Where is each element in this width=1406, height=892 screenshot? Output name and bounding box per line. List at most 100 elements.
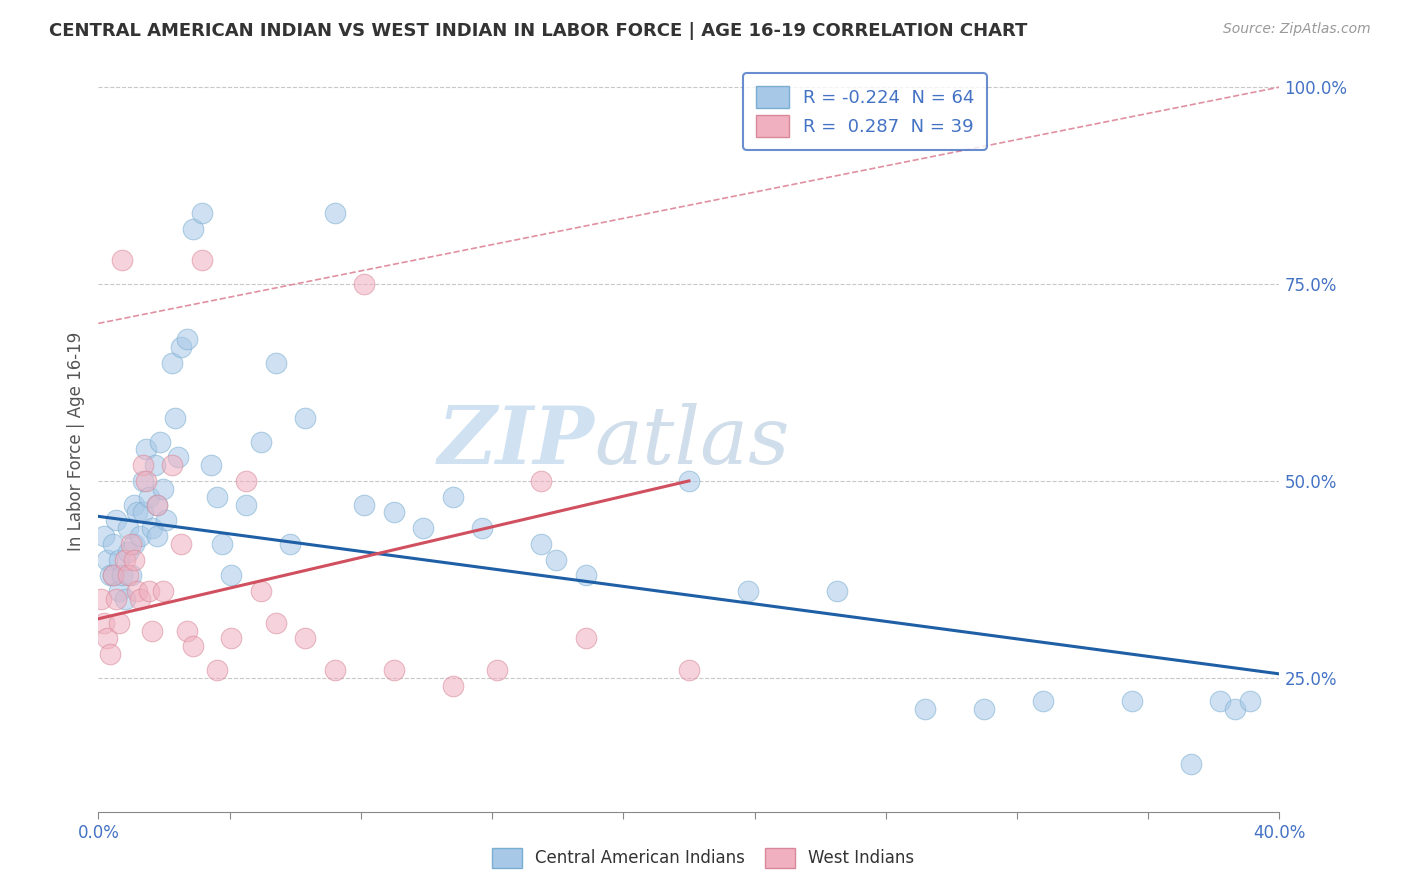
Point [441,490,464,504]
Point [176,624,198,638]
Point [93,615,115,630]
Point [181,640,204,654]
Point [162,356,183,370]
Point [108,615,131,630]
Point [250,434,273,449]
Point [125,584,148,599]
Point [132,458,155,472]
Point [221,632,243,646]
Point [294,411,316,425]
Point [191,253,214,268]
Point [575,568,598,582]
Point [96,552,118,566]
Point [737,584,759,599]
Point [141,521,163,535]
Point [486,663,509,677]
Point [122,552,145,566]
Point [678,663,700,677]
Point [1225,702,1247,716]
Point [530,474,553,488]
Point [152,482,174,496]
Point [221,568,243,582]
Point [235,474,257,488]
Legend: Central American Indians, West Indians: Central American Indians, West Indians [485,841,921,875]
Point [323,663,346,677]
Point [1180,757,1202,772]
Point [141,624,163,638]
Point [93,529,115,543]
Point [530,537,553,551]
Text: atlas: atlas [595,403,790,480]
Point [128,592,150,607]
Point [382,663,405,677]
Point [138,584,160,599]
Point [167,450,190,465]
Point [146,498,169,512]
Point [98,647,121,661]
Point [108,552,131,566]
Point [205,490,228,504]
Point [162,458,183,472]
Point [323,206,346,220]
Point [165,411,187,425]
Point [170,537,193,551]
Point [149,434,172,449]
Point [353,277,375,291]
Y-axis label: In Labor Force | Age 16-19: In Labor Force | Age 16-19 [66,332,84,551]
Point [1032,694,1054,708]
Point [546,552,568,566]
Text: CENTRAL AMERICAN INDIAN VS WEST INDIAN IN LABOR FORCE | AGE 16-19 CORRELATION CH: CENTRAL AMERICAN INDIAN VS WEST INDIAN I… [49,22,1028,40]
Point [176,332,198,346]
Point [152,584,174,599]
Point [114,552,136,566]
Point [105,513,128,527]
Point [1121,694,1143,708]
Point [382,505,405,519]
Point [117,568,139,582]
Point [211,537,233,551]
Point [143,458,166,472]
Point [155,513,177,527]
Point [108,584,131,599]
Point [250,584,273,599]
Point [353,498,375,512]
Point [441,679,464,693]
Point [471,521,494,535]
Point [200,458,222,472]
Point [122,498,145,512]
Point [146,498,169,512]
Point [678,474,700,488]
Point [117,521,139,535]
Point [114,592,136,607]
Point [138,490,160,504]
Point [105,592,128,607]
Point [264,356,287,370]
Point [103,537,125,551]
Legend: R = -0.224  N = 64, R =  0.287  N = 39: R = -0.224 N = 64, R = 0.287 N = 39 [744,73,987,150]
Point [294,632,316,646]
Point [181,222,204,236]
Point [146,529,169,543]
Point [914,702,936,716]
Point [1239,694,1261,708]
Point [90,592,112,607]
Point [117,545,139,559]
Point [96,632,118,646]
Point [120,537,142,551]
Point [205,663,228,677]
Point [135,442,157,457]
Point [280,537,302,551]
Point [111,568,134,582]
Point [412,521,434,535]
Point [170,340,193,354]
Text: Source: ZipAtlas.com: Source: ZipAtlas.com [1223,22,1371,37]
Text: ZIP: ZIP [437,403,595,480]
Point [191,206,214,220]
Point [235,498,257,512]
Point [132,474,155,488]
Point [825,584,848,599]
Point [98,568,121,582]
Point [111,253,134,268]
Point [125,505,148,519]
Point [103,568,125,582]
